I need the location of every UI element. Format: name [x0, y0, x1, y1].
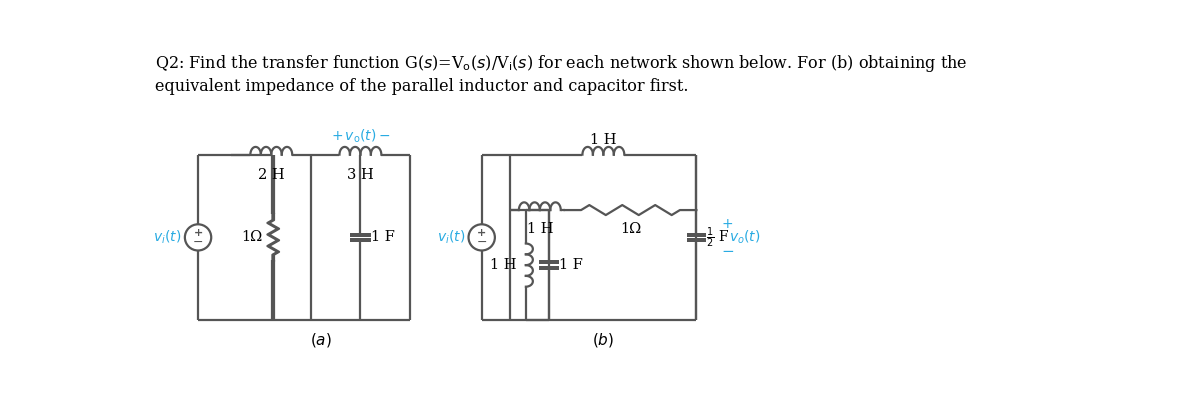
Text: 1 F: 1 F [371, 231, 395, 244]
Text: $v_i(t)$: $v_i(t)$ [437, 229, 466, 246]
Text: $v_o(t)$: $v_o(t)$ [728, 229, 761, 246]
Text: +: + [721, 216, 733, 231]
Text: 2 H: 2 H [258, 168, 284, 182]
Text: 1 H: 1 H [590, 133, 617, 147]
Text: 1 F: 1 F [559, 258, 583, 272]
Text: $\frac{1}{2}$ F: $\frac{1}{2}$ F [706, 225, 730, 249]
Text: $+\,v_\mathrm{o}(t)-$: $+\,v_\mathrm{o}(t)-$ [331, 128, 390, 145]
Text: 1 H: 1 H [527, 222, 553, 236]
Text: $\mathit{(b)}$: $\mathit{(b)}$ [593, 331, 614, 349]
Text: 1 H: 1 H [490, 258, 516, 272]
Text: 1Ω: 1Ω [620, 222, 641, 236]
Text: $v_i(t)$: $v_i(t)$ [154, 229, 181, 246]
Text: +: + [193, 228, 203, 238]
Text: 3 H: 3 H [347, 168, 373, 182]
Text: $\mathit{(a)}$: $\mathit{(a)}$ [310, 331, 331, 349]
Text: −: − [721, 244, 734, 259]
Text: 1Ω: 1Ω [241, 231, 263, 244]
Text: −: − [193, 236, 203, 249]
Text: equivalent impedance of the parallel inductor and capacitor first.: equivalent impedance of the parallel ind… [155, 78, 688, 95]
Text: +: + [478, 228, 486, 238]
Text: Q2: Find the transfer function G($s$)=V$_\mathrm{o}$($s$)/V$_\mathrm{i}$($s$) fo: Q2: Find the transfer function G($s$)=V$… [155, 53, 967, 74]
Text: −: − [476, 236, 487, 249]
